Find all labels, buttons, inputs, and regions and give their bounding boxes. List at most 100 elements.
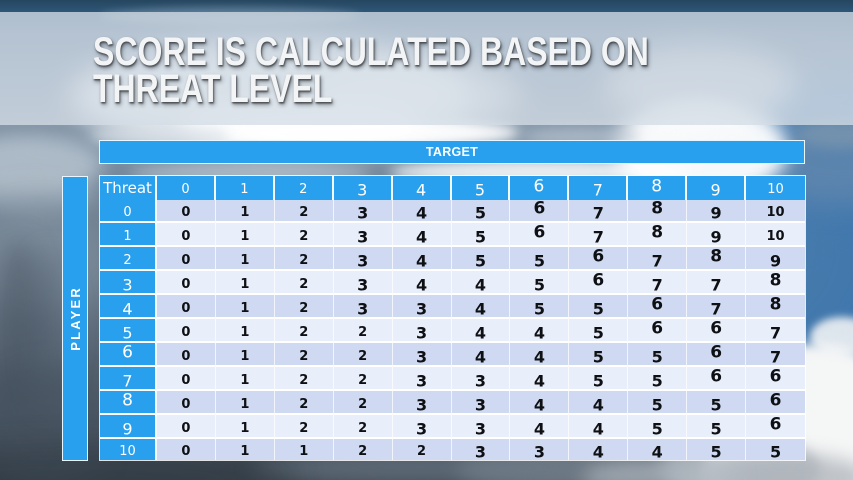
score-cell: 4 <box>569 415 629 440</box>
cell-value: 9 <box>710 227 722 247</box>
player-axis-label: PLAYER <box>67 286 83 351</box>
score-cell: 2 <box>333 319 393 344</box>
score-cell: 5 <box>569 343 629 368</box>
score-cell: 4 <box>392 199 452 224</box>
cell-value: 5 <box>651 347 663 367</box>
cell-value: 1 <box>240 228 250 244</box>
score-cell: 4 <box>451 343 511 368</box>
cell-value: 4 <box>474 275 487 295</box>
cell-value: 5 <box>533 299 545 319</box>
score-cell: 6 <box>628 319 688 344</box>
cell-value: 3 <box>533 442 545 460</box>
cell-value: 1 <box>240 324 250 340</box>
score-cell: 7 <box>628 271 688 296</box>
table-row: 0 0 1 2 3 4 5 6 7 8 9 10 <box>100 199 805 224</box>
score-cell: 3 <box>451 439 511 460</box>
cell-value: 7 <box>592 203 604 223</box>
score-cell: 4 <box>510 319 570 344</box>
cell-value: 3 <box>416 323 428 343</box>
cell-value: 8 <box>651 223 664 243</box>
score-cell: 4 <box>392 247 452 272</box>
row-header-5: 5 <box>100 319 157 344</box>
column-header-value: 0 <box>181 182 190 198</box>
cell-value: 2 <box>358 372 368 388</box>
column-header-value: 10 <box>767 182 784 198</box>
row-header-7: 7 <box>100 367 157 392</box>
cell-value: 2 <box>299 348 309 364</box>
table-row: 10 0 1 1 2 2 3 3 4 4 5 5 <box>100 439 805 460</box>
cell-value: 0 <box>181 252 191 268</box>
score-cell: 0 <box>157 223 216 248</box>
score-cell: 3 <box>392 319 452 344</box>
cell-value: 7 <box>651 251 663 271</box>
score-cell: 1 <box>215 295 275 320</box>
score-cell: 5 <box>569 295 629 320</box>
cell-value: 5 <box>769 442 782 460</box>
cell-value: 5 <box>474 251 487 271</box>
table-row: 8 0 1 2 2 3 3 4 4 5 5 6 <box>100 391 805 416</box>
score-cell: 5 <box>510 295 570 320</box>
cell-value: 2 <box>358 348 368 364</box>
cell-value: 4 <box>416 275 428 295</box>
cell-value: 7 <box>769 323 782 343</box>
score-cell: 5 <box>510 247 570 272</box>
cell-value: 5 <box>710 442 722 460</box>
cell-value: 5 <box>651 395 663 415</box>
cell-value: 0 <box>181 372 191 388</box>
score-cell: 7 <box>746 343 805 368</box>
column-header-2: 2 <box>274 176 334 200</box>
score-cell: 5 <box>569 367 629 392</box>
cell-value: 1 <box>240 372 250 388</box>
score-table-body: 0 0 1 2 3 4 5 6 7 8 9 10 1 0 1 2 3 4 5 6 7 8 9 10 2 0 1 2 3 4 5 5 6 7 8 9 3 0… <box>100 199 805 460</box>
score-cell: 0 <box>157 271 216 296</box>
cell-value: 2 <box>299 204 309 220</box>
cell-value: 3 <box>416 299 428 319</box>
column-header-9: 9 <box>687 176 747 200</box>
cell-value: 0 <box>181 444 191 460</box>
cell-value: 2 <box>299 300 309 316</box>
column-header-value: 9 <box>710 180 721 200</box>
score-cell: 2 <box>333 391 393 416</box>
score-cell: 6 <box>687 343 747 368</box>
cell-value: 5 <box>710 395 722 415</box>
score-cell: 4 <box>628 439 688 460</box>
score-cell: 1 <box>215 391 275 416</box>
score-cell: 1 <box>215 415 275 440</box>
score-cell: 2 <box>274 223 334 248</box>
cell-value: 3 <box>474 419 487 439</box>
cell-value: 0 <box>181 324 191 340</box>
cell-value: 1 <box>240 276 250 292</box>
score-table-head: Threat 0 1 2 3 4 5 6 7 8 9 10 <box>100 176 805 200</box>
column-header-10: 10 <box>746 176 805 200</box>
cell-value: 1 <box>240 348 250 364</box>
column-header-0: 0 <box>157 176 216 200</box>
cell-value: 2 <box>299 396 309 412</box>
corner-header: Threat <box>100 176 157 200</box>
row-header-1: 1 <box>100 223 157 248</box>
score-cell: 7 <box>628 247 688 272</box>
table-row: 2 0 1 2 3 4 5 5 6 7 8 9 <box>100 247 805 272</box>
score-cell: 6 <box>687 319 747 344</box>
header-row: Threat 0 1 2 3 4 5 6 7 8 9 10 <box>100 176 805 200</box>
cell-value: 5 <box>533 275 545 295</box>
column-header-8: 8 <box>628 176 688 200</box>
score-cell: 6 <box>569 247 629 272</box>
table-row: 1 0 1 2 3 4 5 6 7 8 9 10 <box>100 223 805 248</box>
cell-value: 6 <box>710 367 723 387</box>
score-cell: 4 <box>510 391 570 416</box>
cell-value: 3 <box>357 251 369 271</box>
cell-value: 2 <box>358 324 368 340</box>
score-cell: 0 <box>157 319 216 344</box>
score-cell: 3 <box>333 271 393 296</box>
row-header-value: 8 <box>122 391 133 411</box>
cell-value: 6 <box>651 319 664 339</box>
row-header-value: 9 <box>122 419 133 439</box>
cell-value: 2 <box>417 444 427 460</box>
cell-value: 5 <box>651 419 663 439</box>
cell-value: 0 <box>181 420 191 436</box>
score-cell: 2 <box>274 367 334 392</box>
score-cell: 6 <box>628 295 688 320</box>
table-row: 6 0 1 2 2 3 4 4 5 5 6 7 <box>100 343 805 368</box>
score-cell: 7 <box>569 223 629 248</box>
cell-value: 5 <box>710 419 722 439</box>
